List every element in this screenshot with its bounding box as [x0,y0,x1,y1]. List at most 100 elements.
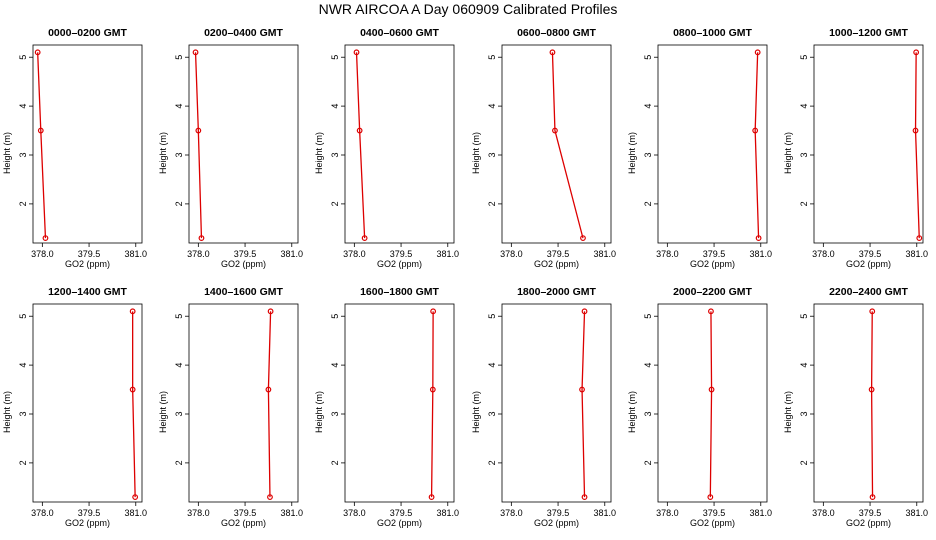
x-tick-label: 379.5 [859,508,882,518]
x-axis-label: GO2 (ppm) [221,518,266,528]
panel-8: 1400–1600 GMT 378.0 379.5 381.0 2 3 4 5 GO2 (ppm… [158,286,303,528]
y-tick-label: 5 [487,314,497,319]
panel-title: 1400–1600 GMT [204,286,283,298]
y-tick-label: 2 [18,201,28,206]
y-tick-label: 4 [330,104,340,109]
data-point [267,308,274,315]
y-tick-label: 5 [18,314,28,319]
profile-line [551,52,584,239]
data-point [579,386,585,393]
x-axis-label: GO2 (ppm) [846,259,891,269]
x-tick-label: 379.5 [78,249,101,259]
y-tick-label: 4 [174,104,184,109]
y-tick-label: 5 [487,55,497,60]
x-tick-label: 378.0 [500,249,523,259]
x-tick-label: 378.0 [812,508,835,518]
y-tick-label: 3 [487,152,497,157]
panel-title: 1000–1200 GMT [829,27,908,39]
profile-line [709,311,713,498]
x-tick-label: 381.0 [281,508,304,518]
panel-title: 0200–0400 GMT [204,27,283,39]
y-axis-label: Height (m) [158,391,168,433]
panel-6: 1000–1200 GMT 378.0 379.5 381.0 2 3 4 5 GO2 (ppm… [783,27,928,269]
data-point [707,494,714,501]
y-axis-label: Height (m) [471,132,481,174]
y-tick-label: 3 [643,411,653,416]
data-point [580,235,586,242]
x-tick-label: 379.5 [390,508,413,518]
plot-frame [188,44,299,244]
x-tick-label: 379.5 [859,249,882,259]
y-tick-label: 2 [643,460,653,465]
y-tick-label: 3 [174,152,184,157]
plot-frame [501,303,612,503]
x-tick-label: 378.0 [187,249,210,259]
y-tick-label: 4 [18,363,28,368]
panel-title: 1200–1400 GMT [48,286,127,298]
x-tick-label: 381.0 [750,249,773,259]
plot-frame [813,44,924,244]
x-tick-label: 378.0 [812,249,835,259]
y-tick-label: 2 [174,460,184,465]
x-tick-label: 381.0 [437,249,460,259]
y-axis-label: Height (m) [627,132,637,174]
data-point [132,494,139,501]
x-tick-label: 381.0 [437,508,460,518]
panel-12: 2200–2400 GMT 378.0 379.5 381.0 2 3 4 5 GO2 (ppm… [783,286,928,528]
y-tick-label: 4 [330,363,340,368]
x-tick-label: 381.0 [750,508,773,518]
x-tick-label: 381.0 [594,508,617,518]
panel-title: 2200–2400 GMT [829,286,908,298]
panel-5: 0800–1000 GMT 378.0 379.5 381.0 2 3 4 5 GO2 (ppm… [627,27,772,269]
panel-title: 1600–1800 GMT [360,286,439,298]
x-axis-label: GO2 (ppm) [690,259,735,269]
data-point [353,49,360,56]
y-tick-label: 2 [330,201,340,206]
data-point [581,308,588,315]
x-axis-label: GO2 (ppm) [65,259,110,269]
y-tick-label: 4 [174,363,184,368]
x-tick-label: 378.0 [187,508,210,518]
y-tick-label: 3 [174,411,184,416]
plot-frame [344,44,455,244]
x-tick-label: 378.0 [31,249,54,259]
x-axis-label: GO2 (ppm) [65,518,110,528]
data-point [429,386,436,393]
profile-line [870,311,874,498]
data-point [356,127,363,134]
data-point [129,386,136,393]
y-tick-label: 5 [18,55,28,60]
panel-10: 1800–2000 GMT 378.0 379.5 381.0 2 3 4 5 GO2 (ppm… [471,286,616,528]
panel-4: 0600–0800 GMT 378.0 379.5 381.0 2 3 4 5 GO2 (ppm… [471,27,616,269]
plot-frame [657,303,768,503]
y-axis-label: Height (m) [314,391,324,433]
x-tick-label: 378.0 [656,508,679,518]
y-tick-label: 3 [18,152,28,157]
panel-3: 0400–0600 GMT 378.0 379.5 381.0 2 3 4 5 GO2 (ppm… [314,27,459,269]
data-point [34,49,41,56]
data-point [752,127,759,134]
x-tick-label: 379.5 [234,508,257,518]
profile-line [194,52,203,239]
x-axis-label: GO2 (ppm) [534,518,579,528]
profile-line [355,52,366,239]
profile-line [581,311,586,498]
y-tick-label: 3 [643,152,653,157]
x-tick-label: 379.5 [703,249,726,259]
plot-frame [657,44,768,244]
data-point [708,308,714,315]
y-tick-label: 2 [330,460,340,465]
profile-line [754,52,760,239]
y-tick-label: 5 [174,55,184,60]
y-axis-label: Height (m) [783,132,793,174]
plot-frame [344,303,455,503]
x-tick-label: 378.0 [31,508,54,518]
panel-title: 0600–0800 GMT [517,27,596,39]
y-axis-label: Height (m) [2,132,12,174]
x-tick-label: 381.0 [281,249,304,259]
y-tick-label: 5 [799,314,809,319]
profile-line [132,311,136,498]
x-tick-label: 378.0 [343,249,366,259]
x-tick-label: 381.0 [594,249,617,259]
y-axis-label: Height (m) [471,391,481,433]
